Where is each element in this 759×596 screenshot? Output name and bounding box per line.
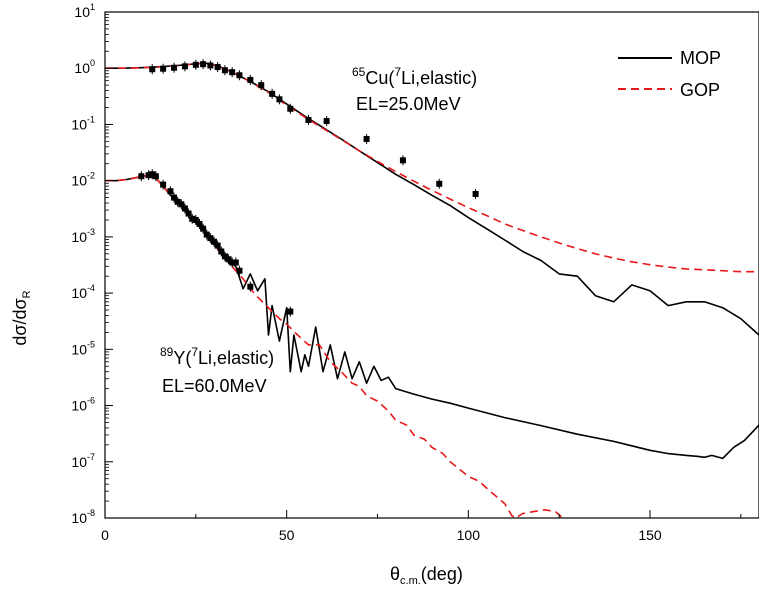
data-point-y89-24 (236, 267, 243, 274)
data-point-cu65-14 (276, 96, 283, 103)
data-point-y89-22 (229, 259, 236, 266)
data-point-y89-8 (178, 201, 185, 208)
data-point-cu65-21 (472, 190, 479, 197)
annotation-y89-reaction: 89Y(7Li,elastic) (160, 345, 274, 368)
series-line-1 (105, 62, 759, 273)
y-tick-label: 10-2 (71, 171, 95, 189)
legend-label-gop: GOP (680, 80, 720, 100)
y-tick-label: 101 (74, 2, 95, 20)
plot-frame (104, 11, 759, 519)
data-point-y89-12 (192, 216, 199, 223)
x-tick-label: 100 (457, 527, 481, 543)
data-point-y89-4 (160, 181, 167, 188)
data-point-y89-3 (152, 173, 159, 180)
annotation-y89-energy: EL=60.0MeV (162, 376, 267, 396)
data-point-y89-26 (287, 308, 294, 315)
y-axis-title: dσ/dσR (10, 290, 33, 345)
annotation-y89: 89Y(7Li,elastic) EL=60.0MeV (160, 345, 274, 396)
data-point-cu65-0 (149, 66, 156, 73)
series-line-3 (105, 174, 564, 518)
data-point-y89-15 (203, 231, 210, 238)
series-line-2 (105, 174, 759, 460)
data-point-cu65-3 (181, 63, 188, 70)
data-point-cu65-16 (305, 116, 312, 123)
annotation-cu65-energy: EL=25.0MeV (356, 94, 461, 114)
data-point-y89-25 (247, 283, 254, 290)
data-point-cu65-18 (363, 136, 370, 143)
y-tick-label: 100 (74, 58, 95, 76)
y-tick-label: 10-6 (71, 396, 95, 414)
data-point-cu65-19 (399, 157, 406, 164)
y-tick-label: 10-1 (71, 114, 95, 132)
data-point-cu65-8 (221, 67, 228, 74)
data-point-y89-10 (185, 210, 192, 217)
x-tick-label: 150 (638, 527, 662, 543)
data-point-cu65-13 (269, 90, 276, 97)
data-point-y89-5 (167, 188, 174, 195)
x-axis-title: θc.m.(deg) (390, 564, 463, 587)
annotation-cu65: 65Cu(7Li,elastic) EL=25.0MeV (352, 65, 477, 114)
data-point-y89-23 (232, 259, 239, 266)
y-tick-label: 10-8 (71, 508, 95, 526)
data-point-y89-21 (225, 256, 232, 263)
y-tick-label: 10-3 (71, 227, 95, 245)
data-point-cu65-17 (323, 118, 330, 125)
data-point-cu65-6 (207, 62, 214, 69)
data-point-y89-16 (207, 235, 214, 242)
data-point-y89-9 (181, 205, 188, 212)
y-axis-ticks: 10-8 10-7 10-6 10-5 10-4 10-3 10-2 10-1 100 101 (71, 2, 113, 526)
y-tick-label: 10-4 (71, 283, 95, 301)
plot-lines (105, 62, 759, 518)
plot-points (138, 59, 479, 317)
data-point-cu65-1 (160, 65, 167, 72)
data-point-cu65-10 (236, 72, 243, 79)
data-point-y89-13 (196, 220, 203, 227)
data-point-y89-17 (211, 238, 217, 245)
data-point-y89-14 (200, 225, 207, 232)
data-point-cu65-11 (247, 76, 254, 83)
data-point-y89-19 (218, 248, 225, 255)
data-point-y89-7 (174, 198, 181, 205)
data-point-cu65-15 (287, 105, 294, 112)
x-tick-label: 0 (101, 527, 109, 543)
data-point-cu65-2 (171, 64, 178, 71)
x-axis-ticks: 0 50 100 150 (101, 510, 742, 543)
data-point-cu65-5 (200, 61, 207, 68)
legend-label-mop: MOP (680, 48, 721, 68)
data-point-y89-11 (189, 215, 196, 222)
y-tick-label: 10-5 (71, 339, 95, 357)
data-point-y89-18 (214, 242, 221, 249)
data-point-cu65-7 (214, 64, 221, 71)
data-point-cu65-20 (436, 180, 443, 187)
legend: MOP GOP (618, 48, 721, 100)
data-point-y89-0 (138, 173, 145, 180)
data-point-cu65-4 (192, 61, 199, 68)
data-point-cu65-12 (258, 82, 265, 89)
y-tick-label: 10-7 (71, 452, 95, 470)
data-point-y89-2 (149, 171, 156, 178)
data-point-cu65-9 (229, 69, 236, 76)
data-point-y89-6 (171, 194, 178, 201)
data-point-y89-20 (221, 253, 228, 260)
x-tick-label: 50 (279, 527, 295, 543)
data-point-y89-1 (145, 172, 152, 179)
annotation-cu65-reaction: 65Cu(7Li,elastic) (352, 65, 477, 88)
